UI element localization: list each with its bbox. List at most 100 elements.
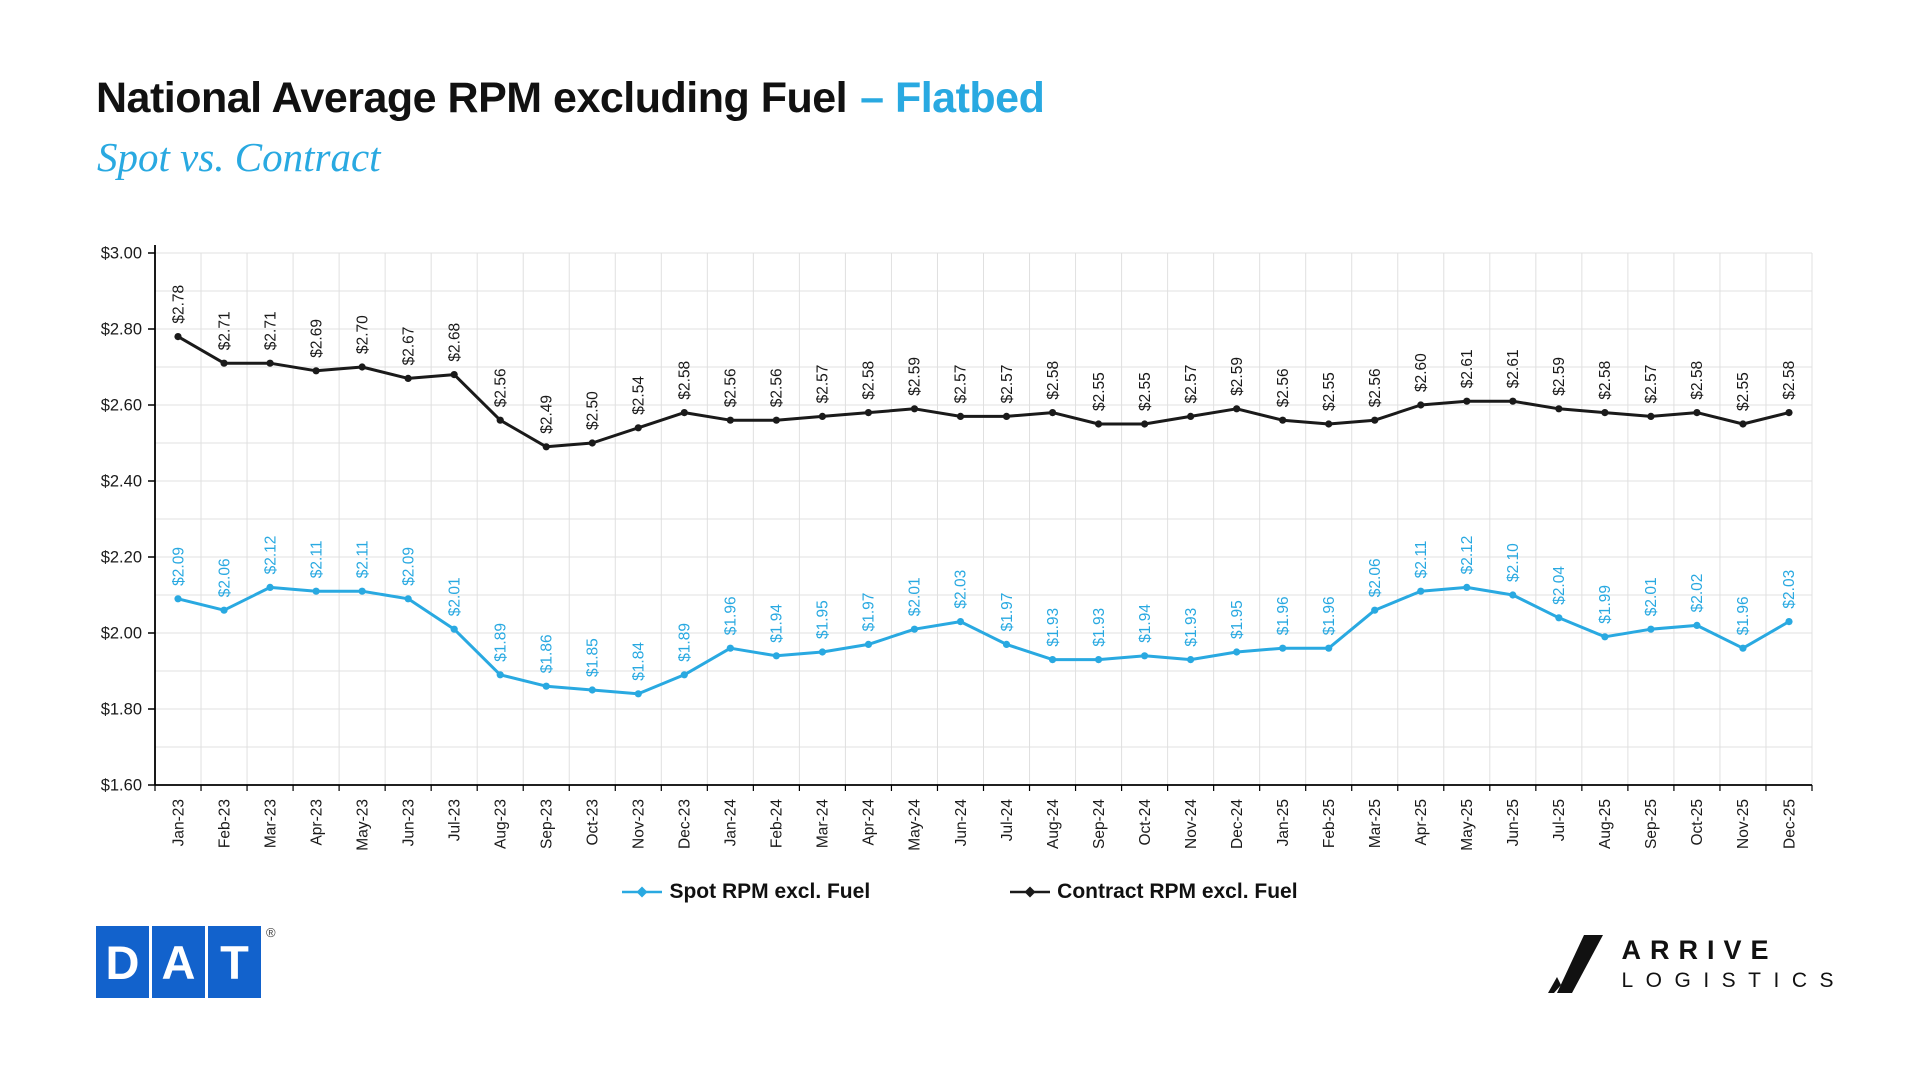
- x-tick-label: Jul-25: [1551, 799, 1568, 841]
- x-tick-label: Oct-23: [585, 799, 602, 846]
- data-label: $2.71: [216, 311, 233, 350]
- series-marker: [450, 625, 458, 633]
- data-label: $2.01: [446, 577, 463, 616]
- series-marker: [772, 652, 780, 660]
- data-label: $2.59: [907, 357, 924, 396]
- x-tick-label: Mar-25: [1367, 799, 1384, 848]
- data-label: $2.67: [400, 327, 417, 366]
- data-label: $2.09: [400, 547, 417, 586]
- series-marker: [1509, 397, 1517, 405]
- series-marker: [1048, 409, 1057, 417]
- x-tick-label: Aug-24: [1045, 799, 1062, 849]
- series-marker: [1739, 420, 1747, 428]
- data-label: $2.59: [1551, 357, 1568, 396]
- data-label: $2.02: [1689, 574, 1706, 613]
- arrive-logo-line2: LOGISTICS: [1621, 969, 1846, 992]
- series-marker: [1094, 656, 1103, 664]
- series-marker: [312, 367, 320, 375]
- series-marker: [1325, 644, 1333, 652]
- series-marker: [1002, 412, 1011, 420]
- data-label: $2.11: [308, 541, 325, 579]
- series-marker: [634, 690, 642, 698]
- data-label: $1.93: [1183, 608, 1200, 647]
- registered-mark-icon: ®: [266, 925, 276, 940]
- data-label: $2.57: [999, 365, 1016, 404]
- x-tick-label: Nov-23: [631, 799, 648, 849]
- series-marker: [404, 595, 412, 603]
- data-label: $1.93: [1045, 608, 1062, 647]
- series-marker: [450, 371, 458, 379]
- x-tick-label: Apr-25: [1413, 799, 1430, 846]
- data-label: $1.96: [723, 596, 740, 635]
- series-marker: [1693, 621, 1701, 629]
- x-tick-label: Oct-24: [1137, 799, 1154, 846]
- page-title: National Average RPM excluding Fuel – Fla…: [96, 74, 1045, 123]
- series-marker: [266, 359, 274, 367]
- series-marker: [1094, 420, 1103, 428]
- y-tick-label: $1.60: [101, 777, 142, 795]
- series-marker: [956, 618, 965, 626]
- contract-line-swatch: [1010, 886, 1051, 898]
- arrive-logo: ARRIVE LOGISTICS: [1548, 934, 1846, 994]
- x-tick-label: Jan-24: [723, 799, 740, 847]
- series-marker: [1187, 656, 1195, 664]
- data-label: $1.89: [492, 623, 509, 662]
- data-label: $2.03: [1781, 570, 1798, 609]
- arrive-logo-line1: ARRIVE: [1621, 935, 1778, 965]
- title-accent: – Flatbed: [860, 74, 1045, 122]
- y-tick-label: $2.40: [101, 473, 142, 491]
- series-marker: [864, 640, 873, 648]
- x-tick-label: Apr-23: [308, 799, 325, 846]
- x-tick-label: Sep-24: [1091, 799, 1108, 849]
- x-tick-label: Aug-25: [1597, 799, 1614, 849]
- x-tick-label: May-25: [1459, 799, 1476, 851]
- spot-line-swatch: [622, 886, 663, 898]
- series-marker: [910, 625, 919, 633]
- dat-letter-t: T: [220, 935, 249, 989]
- series-marker: [1601, 409, 1609, 417]
- x-tick-label: May-24: [907, 799, 924, 851]
- legend-item-contract: Contract RPM excl. Fuel: [1010, 880, 1298, 904]
- data-label: $2.59: [1229, 357, 1246, 396]
- series-marker: [358, 363, 366, 371]
- dat-letter-a: A: [161, 935, 196, 989]
- data-label: $1.94: [769, 604, 786, 643]
- data-label: $2.55: [1735, 372, 1752, 411]
- series-marker: [1279, 416, 1287, 424]
- x-tick-label: Nov-25: [1735, 799, 1752, 849]
- x-tick-label: Feb-24: [769, 799, 786, 848]
- x-tick-label: Oct-25: [1689, 799, 1706, 846]
- title-main: National Average RPM excluding Fuel: [96, 74, 848, 122]
- dat-logo-tile-t: T: [208, 926, 261, 998]
- series-marker: [542, 443, 550, 451]
- x-tick-label: May-23: [354, 799, 371, 851]
- series-marker: [1140, 420, 1149, 428]
- data-label: $1.89: [677, 623, 694, 662]
- series-marker: [220, 359, 228, 367]
- x-tick-label: Jul-23: [446, 799, 463, 841]
- data-label: $2.69: [308, 319, 325, 358]
- data-label: $2.06: [1367, 558, 1384, 597]
- x-tick-label: Jun-23: [400, 799, 417, 846]
- series-marker: [358, 587, 366, 595]
- series-marker: [1463, 583, 1471, 591]
- data-label: $1.96: [1321, 596, 1338, 635]
- legend-item-spot: Spot RPM excl. Fuel: [622, 880, 870, 904]
- series-marker: [1785, 618, 1793, 626]
- series-marker: [1233, 648, 1241, 656]
- data-label: $2.55: [1321, 372, 1338, 411]
- series-marker: [864, 409, 873, 417]
- series-marker: [1279, 644, 1287, 652]
- x-tick-label: Dec-25: [1781, 799, 1798, 849]
- series-marker: [1647, 412, 1655, 420]
- x-tick-label: Apr-24: [861, 799, 878, 846]
- series-marker: [1048, 656, 1057, 664]
- series-marker: [1509, 591, 1517, 599]
- data-label: $1.94: [1137, 604, 1154, 643]
- y-tick-label: $2.60: [101, 397, 142, 415]
- data-label: $2.12: [1459, 536, 1476, 575]
- series-marker: [1693, 409, 1701, 417]
- data-label: $1.96: [1735, 596, 1752, 635]
- data-label: $2.58: [1045, 361, 1062, 400]
